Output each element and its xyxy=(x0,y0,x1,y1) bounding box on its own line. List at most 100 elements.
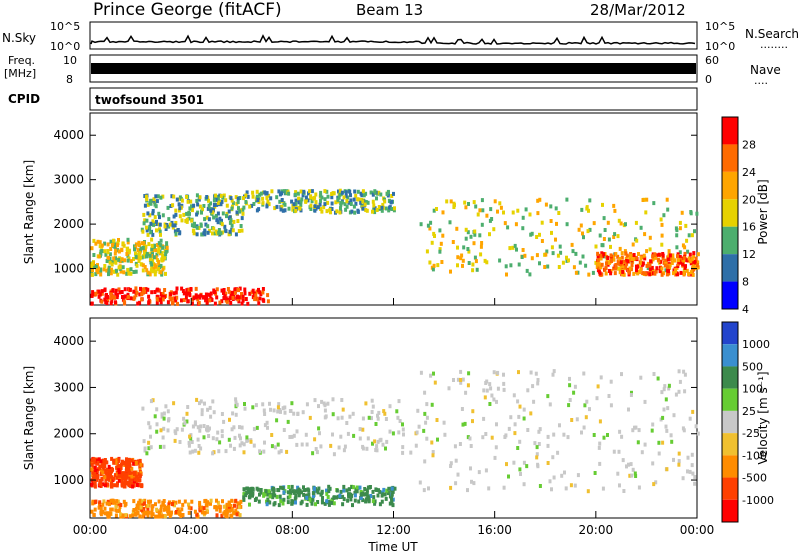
data-cell xyxy=(134,461,138,465)
data-cell xyxy=(204,222,208,227)
data-cell xyxy=(127,271,131,276)
data-cell xyxy=(225,203,229,208)
data-cell xyxy=(551,455,555,460)
data-cell xyxy=(160,257,164,262)
data-cell xyxy=(222,291,225,295)
data-cell xyxy=(397,430,401,435)
data-cell xyxy=(170,220,174,225)
colorbar-tick-label: 100 xyxy=(742,383,763,396)
data-cell xyxy=(107,476,110,481)
data-cell xyxy=(327,484,331,489)
data-cell xyxy=(273,493,277,498)
data-cell xyxy=(452,378,455,382)
data-cell xyxy=(115,268,118,273)
data-cell xyxy=(236,297,240,302)
data-cell xyxy=(677,451,681,456)
data-cell xyxy=(691,471,695,476)
data-cell xyxy=(149,268,153,273)
data-cell xyxy=(338,192,342,197)
data-cell xyxy=(341,494,345,499)
data-cell xyxy=(384,446,387,451)
data-cell xyxy=(202,231,206,236)
data-cell xyxy=(265,420,269,425)
data-cell xyxy=(139,246,143,251)
data-cell xyxy=(552,369,556,374)
data-cell xyxy=(683,265,687,270)
data-cell xyxy=(277,189,281,194)
data-cell xyxy=(631,467,635,472)
nave-tick-top: 60 xyxy=(705,54,719,67)
data-cell xyxy=(257,207,261,212)
data-cell xyxy=(140,507,144,512)
data-cell xyxy=(227,209,231,214)
data-cell xyxy=(575,417,579,422)
data-cell xyxy=(137,259,141,263)
data-cell xyxy=(296,412,300,416)
data-cell xyxy=(154,255,158,260)
data-cell xyxy=(143,247,147,252)
data-cell xyxy=(340,398,344,402)
data-cell xyxy=(90,509,94,514)
colorbar-tick-label: 28 xyxy=(742,138,756,151)
data-cell xyxy=(127,256,131,261)
data-cell xyxy=(310,501,314,506)
data-cell xyxy=(175,510,178,514)
data-cell xyxy=(193,221,196,226)
data-cell xyxy=(596,258,600,263)
data-cell xyxy=(180,427,184,432)
data-cell xyxy=(256,198,260,202)
data-cell xyxy=(384,417,388,421)
data-cell xyxy=(116,272,120,277)
data-cell xyxy=(138,467,142,472)
data-cell xyxy=(149,251,153,256)
data-cell xyxy=(396,415,400,420)
data-cell xyxy=(201,510,205,515)
data-cell xyxy=(475,267,479,272)
data-cell xyxy=(597,262,601,267)
data-cell xyxy=(137,483,141,488)
data-cell xyxy=(373,210,377,215)
data-cell xyxy=(185,411,189,416)
data-cell xyxy=(113,244,117,249)
data-cell xyxy=(170,510,173,515)
data-cell xyxy=(570,418,574,422)
data-cell xyxy=(294,489,298,494)
data-cell xyxy=(110,475,114,480)
data-cell xyxy=(401,422,404,427)
data-cell xyxy=(628,473,632,478)
data-cell xyxy=(211,451,215,456)
data-cell xyxy=(261,290,265,295)
data-cell xyxy=(104,300,108,304)
data-cell xyxy=(139,503,143,508)
data-cell xyxy=(313,204,317,209)
data-cell xyxy=(96,239,100,244)
data-cell xyxy=(653,253,657,257)
data-cell xyxy=(225,510,229,515)
data-cell xyxy=(451,240,455,244)
data-cell xyxy=(630,473,634,478)
data-cell xyxy=(155,507,159,512)
y-tick-label: 1000 xyxy=(53,262,84,276)
data-cell xyxy=(519,472,522,476)
colorbar-segment xyxy=(722,433,738,456)
data-cell xyxy=(245,435,249,440)
data-cell xyxy=(473,229,477,234)
data-cell xyxy=(257,301,261,306)
data-cell xyxy=(130,458,134,463)
data-cell xyxy=(588,198,592,203)
data-cell xyxy=(159,270,163,275)
data-cell xyxy=(323,403,327,408)
data-cell xyxy=(109,301,113,306)
data-cell xyxy=(375,488,379,492)
data-cell xyxy=(307,191,310,196)
data-cell xyxy=(238,209,242,214)
data-cell xyxy=(429,220,433,225)
data-cell xyxy=(218,504,222,509)
data-cell xyxy=(607,261,611,265)
data-cell xyxy=(230,223,234,228)
data-cell xyxy=(690,233,694,238)
data-cell xyxy=(227,500,231,505)
freq-panel: Freq. [MHz] 10 8 60 0 Nave .... xyxy=(4,54,781,87)
data-cell xyxy=(172,214,176,219)
data-cell xyxy=(134,242,138,247)
